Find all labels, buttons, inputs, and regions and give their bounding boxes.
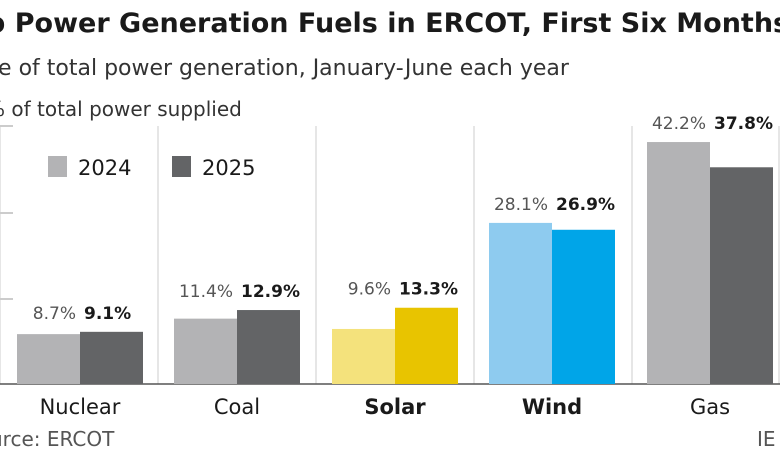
- bar-wind-2025: [552, 229, 615, 384]
- chart-title: p Power Generation Fuels in ERCOT, First…: [0, 8, 780, 39]
- bar-solar-2024: [332, 328, 395, 384]
- legend-label-2024: 2024: [78, 156, 131, 180]
- source-note: urce: ERCOT: [0, 427, 115, 451]
- legend-swatch-2025: [172, 156, 191, 177]
- legend-label-2025: 2025: [202, 156, 255, 180]
- data-label-coal-2025: 12.9%: [241, 282, 300, 302]
- data-label-gas-2025: 37.8%: [714, 114, 773, 134]
- bar-coal-2024: [174, 318, 237, 384]
- data-label-wind-2024: 28.1%: [494, 195, 548, 215]
- data-label-wind-2025: 26.9%: [556, 195, 615, 215]
- x-tick-label-coal: Coal: [214, 395, 260, 419]
- data-label-coal-2024: 11.4%: [179, 282, 233, 302]
- x-tick-label-solar: Solar: [364, 395, 426, 419]
- x-tick-label-gas: Gas: [690, 395, 730, 419]
- bar-solar-2025: [395, 307, 458, 384]
- bar-gas-2025: [710, 167, 773, 384]
- data-label-nuclear-2025: 9.1%: [84, 304, 131, 324]
- legend-swatch-2024: [48, 156, 67, 177]
- data-label-nuclear-2024: 8.7%: [33, 304, 76, 324]
- bar-nuclear-2025: [80, 331, 143, 384]
- x-tick-label-wind: Wind: [522, 395, 582, 419]
- y-axis-label: % of total power supplied: [0, 97, 242, 121]
- bar-gas-2024: [647, 142, 710, 384]
- bar-wind-2024: [489, 222, 552, 384]
- data-label-gas-2024: 42.2%: [652, 114, 706, 134]
- data-label-solar-2024: 9.6%: [348, 280, 391, 300]
- bar-nuclear-2024: [17, 334, 80, 384]
- bar-coal-2025: [237, 310, 300, 384]
- chart-subtitle: are of total power generation, January-J…: [0, 56, 569, 81]
- credit-note: IE: [757, 427, 776, 451]
- x-tick-label-nuclear: Nuclear: [40, 395, 121, 419]
- data-label-solar-2025: 13.3%: [399, 280, 458, 300]
